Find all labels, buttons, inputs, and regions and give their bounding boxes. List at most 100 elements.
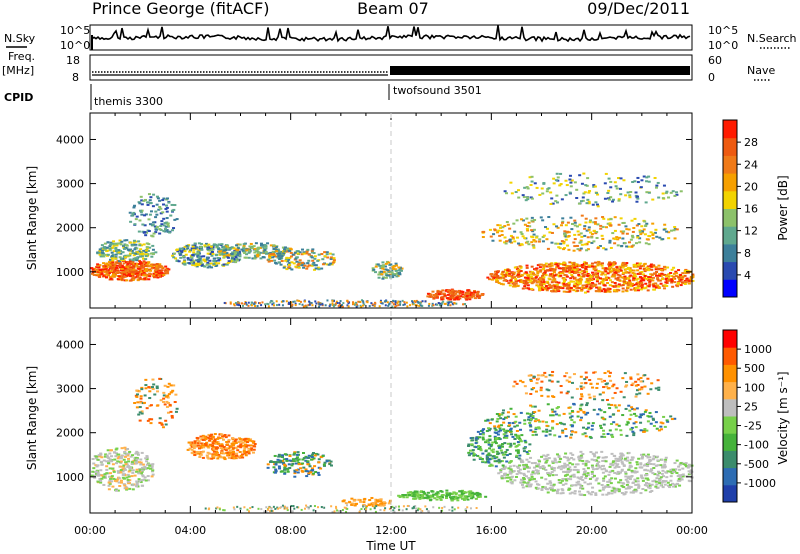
power-data-cell [146, 253, 150, 256]
power-data-cell [108, 258, 112, 261]
vel-data-cell [564, 482, 568, 485]
power-data-cell [406, 305, 409, 308]
power-data-cell [667, 273, 671, 276]
vel-data-cell [641, 479, 645, 482]
vel-data-cell [464, 508, 467, 511]
power-data-cell [331, 302, 334, 305]
vel-data-cell [244, 443, 248, 446]
power-data-cell [309, 302, 312, 305]
power-data-cell [208, 252, 212, 255]
vel-data-cell [111, 463, 115, 466]
power-data-cell [651, 237, 655, 240]
vel-data-cell [428, 499, 432, 502]
power-data-cell [657, 264, 661, 267]
vel-data-cell [215, 442, 219, 445]
power-data-cell [254, 305, 257, 308]
power-data-cell [618, 279, 622, 282]
power-data-cell [535, 284, 539, 287]
power-data-cell [555, 285, 559, 288]
power-data-cell [421, 300, 424, 303]
power-data-cell [632, 279, 636, 282]
power-data-cell [111, 264, 115, 267]
power-data-cell [137, 272, 141, 275]
vel-data-cell [476, 494, 480, 497]
power-data-cell [683, 274, 687, 277]
vel-data-cell [673, 485, 677, 488]
power-data-cell [636, 289, 640, 292]
power-data-cell [587, 264, 591, 267]
power-data-cell [602, 288, 606, 291]
power-data-cell [606, 267, 610, 270]
power-data-cell [615, 266, 619, 269]
vel-data-cell [143, 465, 147, 468]
power-data-cell [623, 277, 627, 280]
power-data-cell [564, 238, 568, 241]
power-data-cell [231, 254, 235, 257]
power-data-cell [667, 237, 671, 240]
power-data-cell [594, 261, 598, 264]
power-data-cell [628, 283, 632, 286]
power-data-cell [381, 261, 385, 264]
power-data-cell [657, 196, 661, 199]
power-data-cell [264, 303, 267, 306]
vel-data-cell [290, 464, 294, 467]
power-data-cell [128, 252, 132, 255]
power-data-cell [569, 181, 573, 184]
vel-data-cell [257, 507, 260, 510]
vel-data-cell [266, 463, 270, 466]
power-data-cell [548, 265, 552, 268]
power-data-cell [426, 295, 430, 298]
power-data-cell [582, 269, 586, 272]
vel-data-cell [536, 487, 540, 490]
power-data-cell [145, 249, 149, 252]
power-data-cell [142, 257, 146, 260]
power-data-cell [100, 249, 104, 252]
power-data-cell [162, 230, 166, 233]
power-data-cell [192, 248, 196, 251]
power-data-cell [579, 275, 583, 278]
power-data-cell [117, 260, 121, 263]
vel-data-cell [203, 435, 207, 438]
power-data-cell [592, 184, 596, 187]
vel-data-cell [414, 497, 418, 500]
vel-data-cell [416, 495, 420, 498]
vel-data-cell [307, 456, 311, 459]
power-data-cell [355, 303, 358, 306]
vel-data-cell [135, 480, 139, 483]
power-data-cell [418, 304, 421, 307]
power-data-cell [139, 253, 143, 256]
power-data-cell [233, 252, 237, 255]
power-data-cell [300, 253, 304, 256]
power-data-cell [235, 244, 239, 247]
vel-data-cell [123, 484, 127, 487]
vel-data-cell [519, 458, 523, 461]
vel-data-cell [333, 510, 336, 513]
power-data-cell [634, 286, 638, 289]
vel-data-cell [99, 452, 103, 455]
power-data-cell [560, 198, 564, 201]
vel-data-cell [470, 492, 474, 495]
vel-data-cell [222, 434, 226, 437]
power-data-cell [446, 289, 450, 292]
power-data-cell [447, 302, 450, 305]
power-data-cell [534, 268, 538, 271]
vel-data-cell [109, 477, 113, 480]
vel-data-cell [621, 482, 625, 485]
power-data-cell [533, 218, 537, 221]
vel-data-cell [552, 469, 556, 472]
power-data-cell [567, 284, 571, 287]
power-data-cell [217, 243, 221, 246]
power-data-cell [399, 301, 402, 304]
vel-data-cell [458, 490, 462, 493]
power-data-cell [549, 269, 553, 272]
power-data-cell [280, 260, 284, 263]
vel-data-cell [408, 505, 411, 508]
power-data-cell [543, 269, 547, 272]
vel-data-cell [618, 456, 622, 459]
vel-data-cell [466, 495, 470, 498]
power-data-cell [271, 303, 274, 306]
power-data-cell [419, 301, 422, 304]
power-data-cell [282, 252, 286, 255]
power-data-cell [332, 257, 336, 260]
vel-data-cell [306, 461, 310, 464]
